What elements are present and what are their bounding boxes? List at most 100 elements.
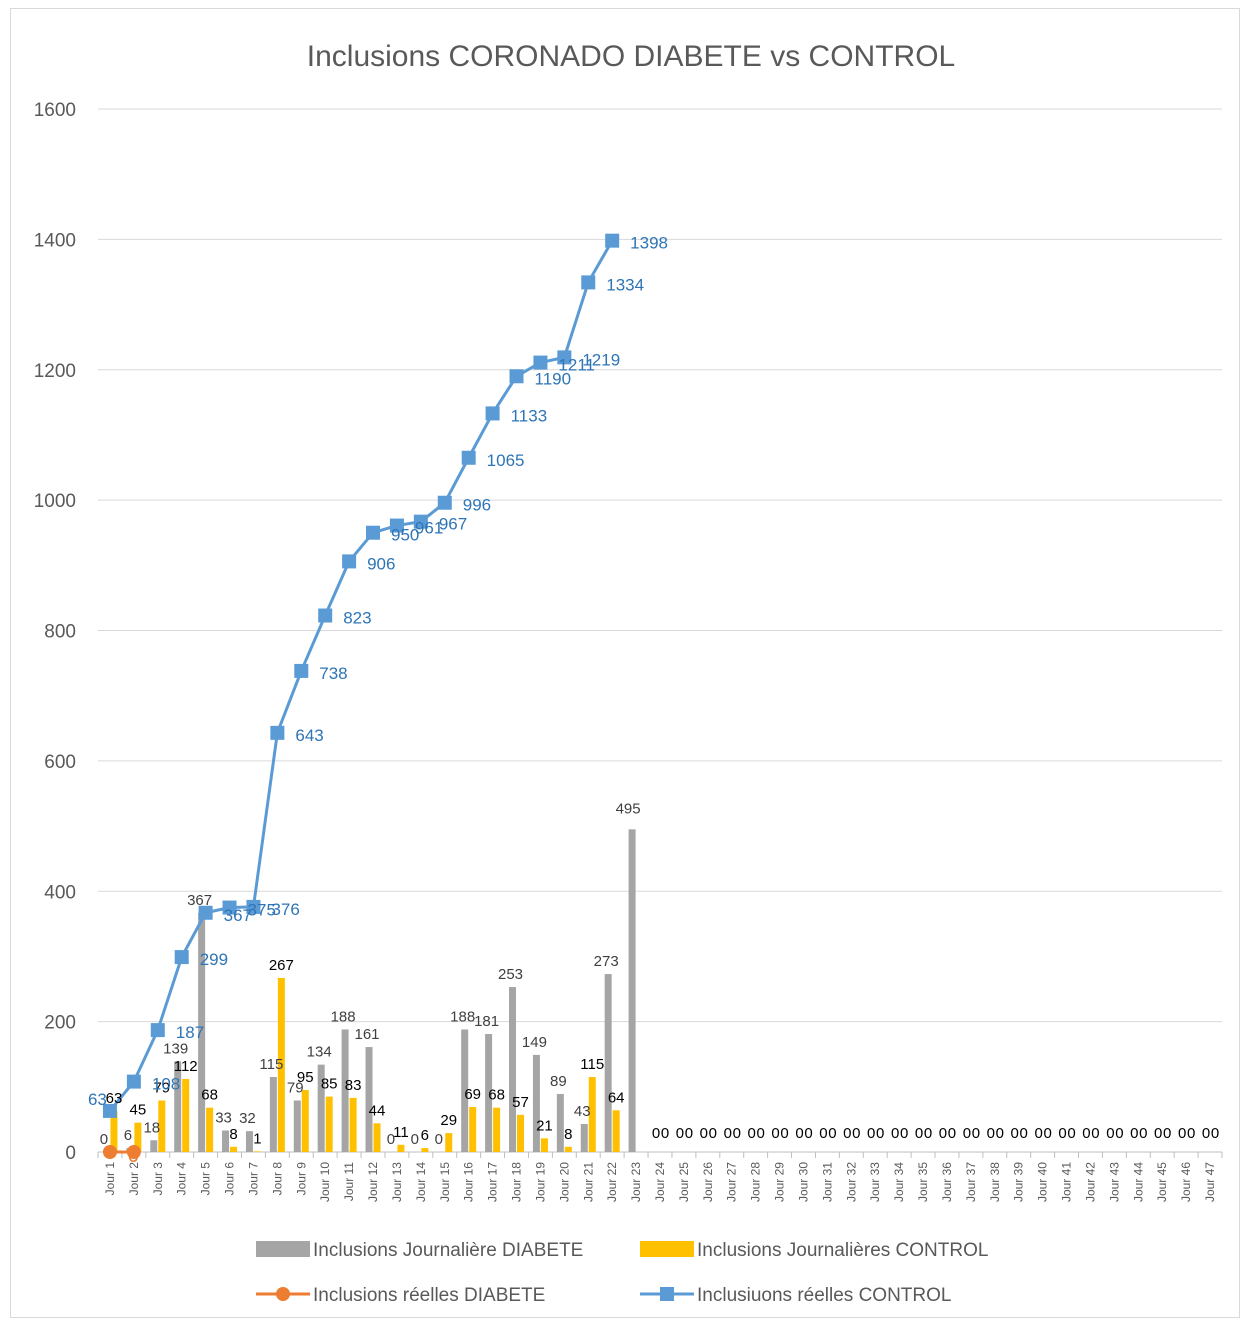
data-label: 0 — [915, 1125, 923, 1142]
x-tick-label: Jour 23 — [629, 1162, 643, 1202]
data-label: 181 — [474, 1013, 499, 1030]
data-label: 0 — [1154, 1125, 1162, 1142]
legend-marker — [276, 1287, 290, 1301]
data-label: 79 — [153, 1080, 170, 1097]
x-tick-label: Jour 31 — [820, 1162, 834, 1202]
x-tick-label: Jour 17 — [486, 1162, 500, 1202]
bar — [373, 1123, 381, 1152]
line-point — [366, 525, 381, 540]
data-label: 367 — [187, 892, 212, 909]
x-tick-label: Jour 2 — [127, 1162, 141, 1196]
x-tick-label: Jour 26 — [701, 1162, 715, 1202]
x-tick-label: Jour 36 — [940, 1162, 954, 1202]
legend-swatch — [640, 1241, 694, 1257]
line-point — [509, 369, 524, 384]
legend-swatch — [256, 1241, 310, 1257]
x-tick-label: Jour 11 — [342, 1162, 356, 1201]
data-label: 68 — [201, 1087, 218, 1104]
bar — [509, 987, 517, 1152]
data-label: 64 — [608, 1089, 625, 1106]
data-label: 0 — [1202, 1125, 1210, 1142]
x-tick-label: Jour 15 — [438, 1162, 452, 1202]
bar — [277, 977, 285, 1152]
data-label: 0 — [867, 1125, 875, 1142]
data-label: 95 — [297, 1069, 314, 1086]
data-label: 115 — [259, 1056, 283, 1073]
data-label: 0 — [1130, 1125, 1138, 1142]
bar — [469, 1107, 477, 1152]
bar — [556, 1093, 564, 1152]
data-label: 0 — [804, 1125, 812, 1142]
data-label: 0 — [733, 1125, 741, 1142]
line-point — [174, 950, 189, 965]
line-data-label: 375 — [248, 901, 276, 920]
y-tick-label: 200 — [44, 1013, 76, 1034]
y-tick-label: 600 — [44, 752, 76, 773]
data-label: 29 — [440, 1112, 457, 1129]
line-point — [437, 495, 452, 510]
y-axis: 0 200 400 600 800 1000 1200 1400 1600 — [34, 100, 76, 1164]
data-label: 0 — [1067, 1125, 1075, 1142]
x-tick-label: Jour 45 — [1155, 1162, 1169, 1202]
series-line — [108, 239, 614, 1112]
data-label: 0 — [676, 1125, 684, 1142]
x-tick-label: Jour 4 — [175, 1162, 189, 1196]
data-label: 18 — [143, 1119, 160, 1136]
data-label: 0 — [819, 1125, 827, 1142]
bar — [612, 1110, 620, 1152]
line-data-label: 996 — [463, 496, 491, 515]
data-label: 0 — [948, 1125, 956, 1142]
bar — [532, 1054, 540, 1152]
bar — [517, 1114, 525, 1152]
x-tick-label: Jour 18 — [510, 1162, 524, 1202]
data-label: 0 — [1082, 1125, 1090, 1142]
data-label: 0 — [411, 1131, 419, 1148]
line-point — [294, 663, 309, 678]
line-data-label: 376 — [271, 900, 299, 919]
x-tick-label: Jour 9 — [294, 1162, 308, 1196]
x-tick-label: Jour 8 — [270, 1162, 284, 1196]
line-data-label: 1065 — [487, 451, 525, 470]
data-label: 188 — [450, 1008, 475, 1025]
legend-label: Inclusions réelles DIABETE — [313, 1285, 545, 1306]
legend: Inclusions Journalière DIABETE Inclusions… — [256, 1240, 988, 1306]
data-label: 0 — [900, 1125, 908, 1142]
line-point — [318, 608, 333, 623]
bar-series — [110, 829, 636, 1152]
x-tick-label: Jour 24 — [653, 1162, 667, 1202]
data-label: 44 — [369, 1102, 386, 1119]
data-label: 63 — [106, 1090, 123, 1107]
data-label: 21 — [536, 1117, 553, 1134]
data-label: 0 — [828, 1125, 836, 1142]
bar — [158, 1100, 166, 1152]
x-tick-label: Jour 1 — [103, 1162, 117, 1196]
data-label: 0 — [1106, 1125, 1114, 1142]
x-tick-label: Jour 38 — [988, 1162, 1002, 1202]
y-tick-label: 1400 — [34, 230, 76, 251]
bar — [222, 1130, 230, 1152]
data-label: 0 — [1091, 1125, 1099, 1142]
data-label: 33 — [215, 1109, 232, 1126]
data-label: 0 — [435, 1131, 443, 1148]
data-label: 0 — [771, 1125, 779, 1142]
bar — [365, 1047, 373, 1152]
data-label: 89 — [550, 1073, 567, 1090]
line-data-label: 643 — [295, 726, 323, 745]
bar — [174, 1061, 182, 1152]
x-tick-label: Jour 16 — [462, 1162, 476, 1202]
data-label: 32 — [239, 1110, 256, 1127]
bar — [293, 1100, 301, 1152]
x-tick-label: Jour 35 — [916, 1162, 930, 1202]
bar — [110, 1110, 118, 1152]
line-data-label: 738 — [319, 664, 347, 683]
line-data-label: 961 — [415, 519, 443, 538]
line-data-label: 906 — [367, 554, 395, 573]
data-label: 79 — [287, 1080, 304, 1097]
bar — [445, 1133, 453, 1152]
data-label: 43 — [574, 1103, 591, 1120]
x-tick-label: Jour 21 — [581, 1162, 595, 1202]
bar — [325, 1096, 333, 1152]
data-label: 0 — [1043, 1125, 1051, 1142]
data-label: 0 — [1163, 1125, 1171, 1142]
data-label: 139 — [163, 1040, 188, 1057]
